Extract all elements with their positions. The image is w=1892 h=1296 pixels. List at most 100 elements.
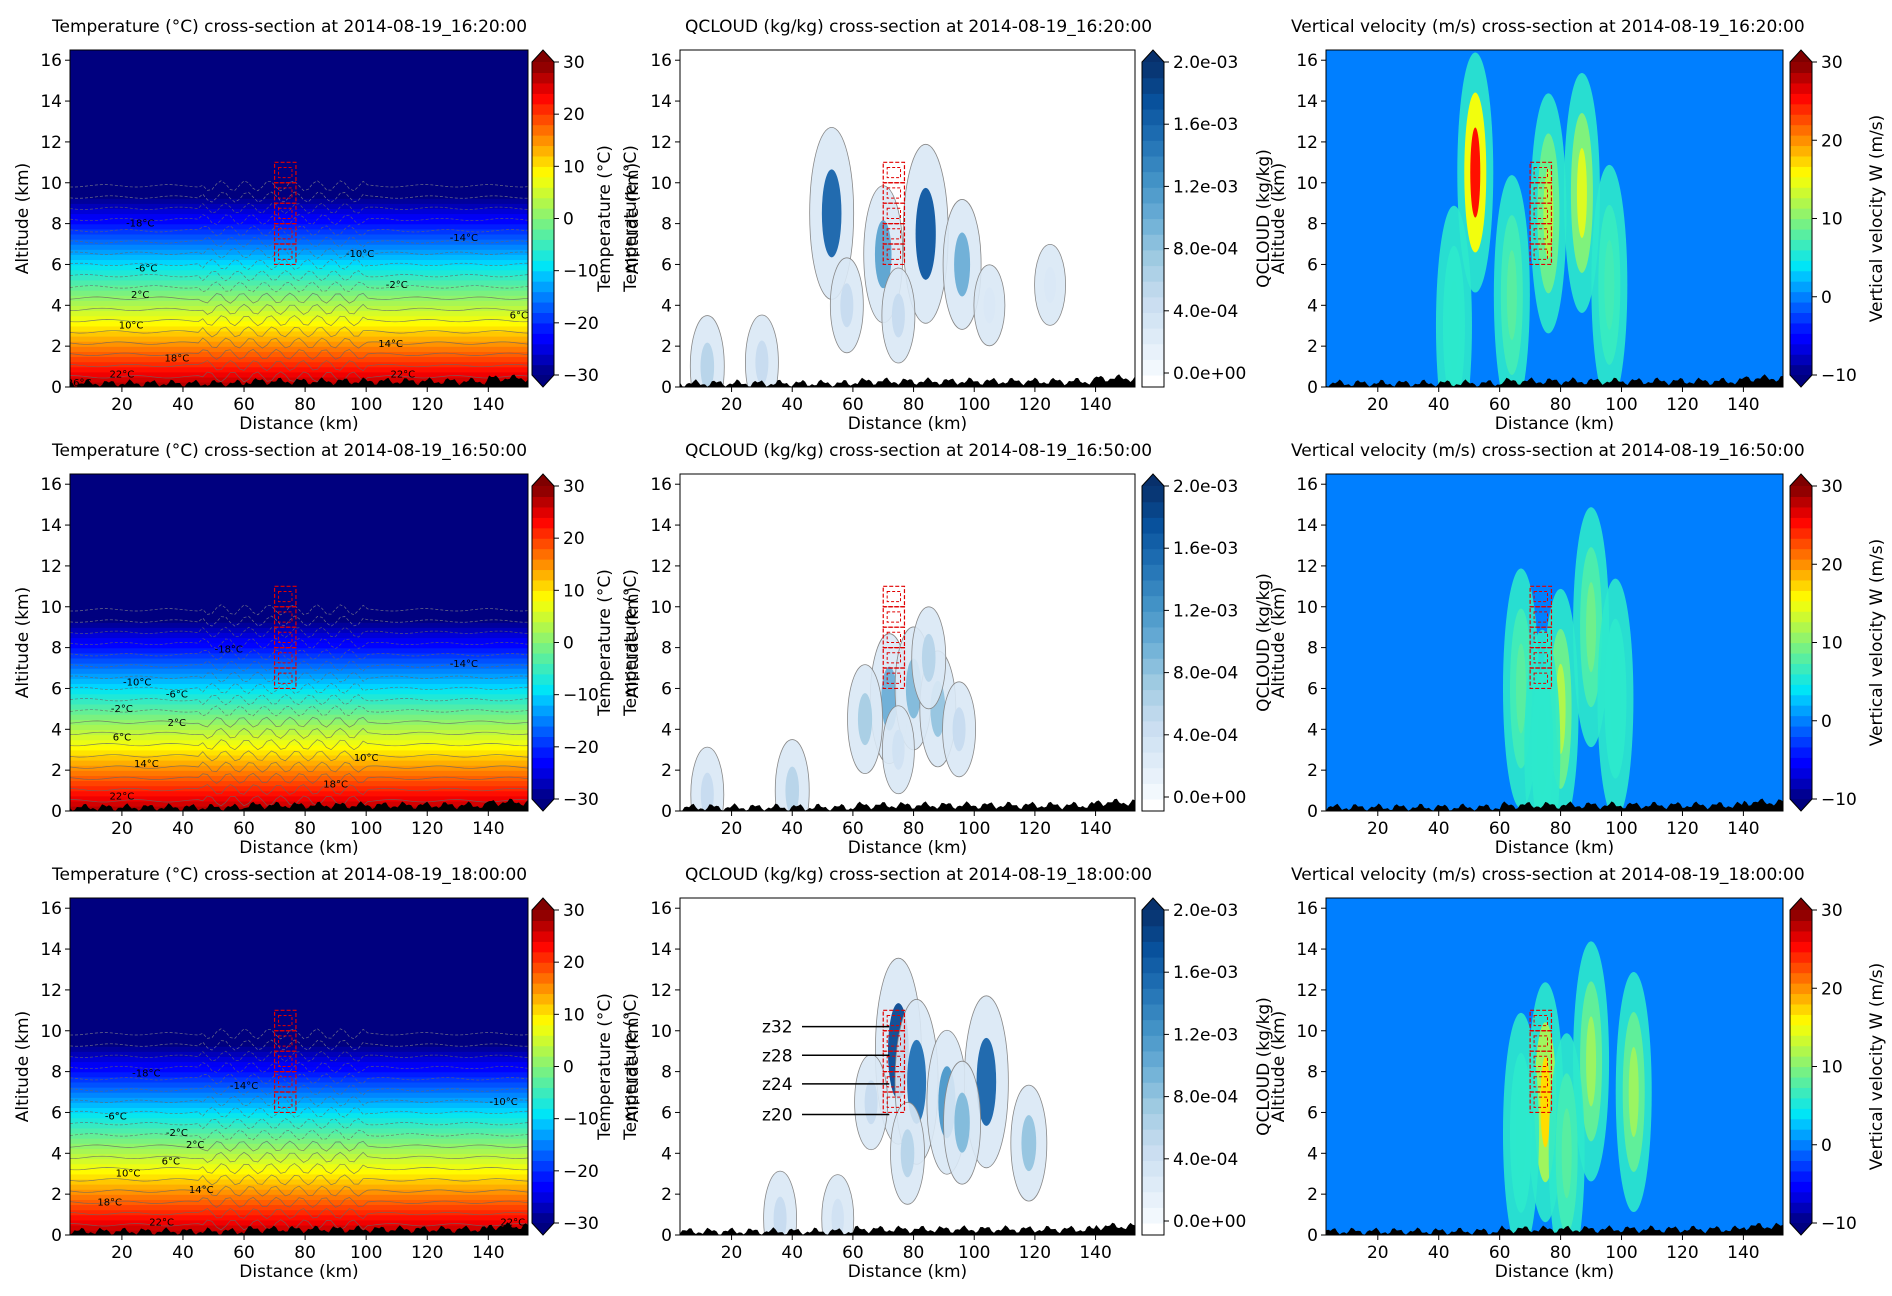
- colorbar-segment: [532, 621, 554, 633]
- contour-label: 18°C: [97, 1197, 122, 1208]
- colorbar-segment: [1142, 767, 1164, 784]
- sample-box: [1529, 647, 1553, 669]
- y-tick-label: 14: [40, 92, 62, 112]
- colorbar-segment: [1142, 1050, 1164, 1068]
- colorbar-segment: [1790, 1066, 1812, 1078]
- colorbar-segment: [1790, 579, 1812, 591]
- colorbar-segment: [532, 1014, 554, 1026]
- sample-box-inner: [1533, 166, 1548, 179]
- twin-y-label: Temperature (°C): [595, 145, 615, 293]
- y-tick-label: 12: [40, 133, 62, 153]
- level-annotation: z24: [762, 1075, 793, 1095]
- x-axis-label: Distance (km): [848, 838, 967, 858]
- x-tick-label: 20: [1367, 819, 1389, 839]
- y-tick-label: 10: [1296, 174, 1318, 194]
- colorbar-segment: [1142, 1097, 1164, 1115]
- x-tick-label: 20: [111, 395, 133, 415]
- colorbar-tick-label: 2.0e-03: [1173, 901, 1238, 921]
- sample-box: [882, 182, 906, 204]
- y-tick-label: 6: [1307, 679, 1318, 699]
- colorbar-segment: [532, 1118, 554, 1130]
- temperature-band: [70, 1168, 528, 1175]
- colorbar-segment: [1790, 1202, 1812, 1214]
- colorbar-segment: [1790, 930, 1812, 942]
- x-tick-label: 80: [903, 819, 925, 839]
- colorbar-segment: [1790, 281, 1812, 293]
- colorbar-extend-max: [1142, 50, 1164, 62]
- cloud-core: [1044, 266, 1056, 303]
- x-tick-label: 20: [1367, 1243, 1389, 1263]
- colorbar-outline: [1141, 897, 1165, 1236]
- colorbar-tick-label: −10: [1821, 790, 1857, 810]
- colorbar-segment: [1790, 736, 1812, 748]
- colorbar-segment: [532, 1129, 554, 1141]
- sample-box: [882, 667, 906, 690]
- x-tick-label: 40: [781, 395, 803, 415]
- x-tick-label: 80: [1550, 1243, 1572, 1263]
- plot-area: -18°C -14°C -10°C -6°C -2°C2°C 6°C 10°C 14°C 18°…: [70, 898, 528, 1235]
- temperature-band: [70, 673, 528, 679]
- contour-label: -6°C: [166, 690, 188, 701]
- temperature-band: [70, 1132, 528, 1139]
- colorbar-segment: [1142, 752, 1164, 769]
- colorbar-segment: [532, 611, 554, 623]
- colorbar-segment: [1142, 155, 1164, 173]
- contour-label: 22°C: [500, 1218, 525, 1229]
- y-tick-label: 0: [51, 802, 62, 822]
- colorbar-segment: [1142, 202, 1164, 220]
- panel-title: Temperature (°C) cross-section at 2014-0…: [51, 441, 527, 461]
- colorbar-tick-label: −10: [563, 686, 599, 706]
- y-tick-label: 6: [661, 255, 672, 275]
- colorbar-tick-label: 10: [563, 157, 585, 177]
- colorbar-tick-label: 8.0e-04: [1173, 1088, 1238, 1108]
- panel-temperature-0: -18°C -10°C -14°C -6°C -2°C 2°C 6°C 10°C 14°C 18°…: [13, 17, 641, 434]
- colorbar-segment: [1142, 171, 1164, 188]
- temperature-contour: [70, 1084, 528, 1096]
- x-tick-label: 120: [411, 395, 443, 415]
- temperature-band: [70, 366, 528, 373]
- y-tick-label: 2: [51, 337, 62, 357]
- sample-box: [273, 626, 297, 649]
- cloud-core: [831, 1198, 844, 1235]
- colorbar-tick-label: 20: [563, 529, 585, 549]
- colorbar-segment: [1790, 725, 1812, 737]
- colorbar-segment: [1142, 1066, 1164, 1083]
- sample-box: [882, 626, 906, 649]
- temperature-band: [70, 734, 528, 741]
- y-tick-label: 12: [40, 981, 62, 1001]
- y-axis-label: Altitude (km): [623, 163, 643, 275]
- colorbar-segment: [532, 197, 554, 209]
- sample-box-inner: [278, 631, 293, 644]
- colorbar-segment: [1142, 611, 1164, 628]
- temperature-band: [70, 1061, 528, 1068]
- colorbar-segment: [1790, 301, 1812, 313]
- colorbar-segment: [1142, 720, 1164, 737]
- panel-w-1: Vertical velocity (m/s) cross-section at…: [1269, 441, 1887, 858]
- temperature-band: [70, 279, 528, 286]
- colorbar-segment: [1790, 228, 1812, 240]
- colorbar-segment: [1790, 249, 1812, 261]
- temperature-band: [70, 708, 528, 715]
- y-tick-label: 10: [650, 598, 672, 618]
- temperature-band: [70, 1173, 528, 1180]
- temperature-band: [70, 269, 528, 276]
- temperature-band: [70, 1209, 528, 1216]
- temperature-band: [70, 765, 528, 771]
- updraft-core: [1561, 1108, 1572, 1199]
- x-tick-label: 80: [294, 1243, 316, 1263]
- colorbar-segment: [532, 218, 554, 230]
- terrain: [1326, 374, 1783, 387]
- colorbar-tick-label: 1.2e-03: [1173, 601, 1238, 621]
- colorbar-segment: [1142, 673, 1164, 691]
- colorbar-segment: [532, 486, 554, 498]
- colorbar-segment: [532, 1066, 554, 1078]
- temperature-band: [70, 371, 528, 378]
- cloud-core: [755, 340, 769, 385]
- temperature-contour: [70, 772, 528, 784]
- temperature-band: [70, 1066, 528, 1073]
- x-tick-label: 60: [233, 1243, 255, 1263]
- colorbar-segment: [532, 1087, 554, 1099]
- panel-title: QCLOUD (kg/kg) cross-section at 2014-08-…: [685, 17, 1152, 37]
- colorbar-segment: [1142, 140, 1164, 157]
